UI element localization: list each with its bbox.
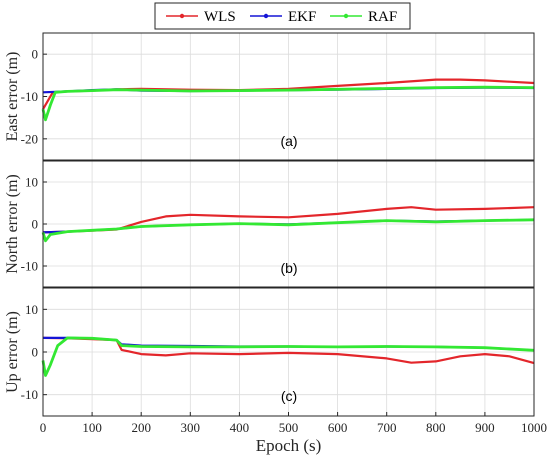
x-tick-label-7: 700 — [377, 420, 397, 435]
x-ticks: 0 100 200 300 400 500 600 700 800 900 1000 — [40, 412, 547, 435]
legend-label-wls: WLS — [204, 9, 236, 25]
x-tick-label-10: 1000 — [521, 420, 547, 435]
panel-c: 10 0 -10 Up error (m) (c) — [4, 287, 535, 417]
legend-label-raf: RAF — [368, 9, 397, 25]
y-tick-label-c-0: 10 — [25, 302, 38, 317]
y-tick-label-b-2: -10 — [21, 259, 38, 274]
y-ticks-b: 10 0 -10 — [21, 175, 47, 274]
panel-tag-b: (b) — [280, 260, 297, 276]
series-raf-b — [41, 218, 535, 243]
y-tick-label-c-1: 0 — [32, 345, 39, 360]
x-tick-label-3: 300 — [181, 420, 201, 435]
y-ticks-c: 10 0 -10 — [21, 302, 47, 402]
legend-marker-wls — [179, 13, 185, 19]
plot-a — [41, 78, 535, 122]
legend-marker-raf — [343, 13, 349, 19]
series-raf-a — [41, 85, 535, 122]
panel-tag-c: (c) — [281, 388, 297, 404]
x-tick-label-1: 100 — [82, 420, 102, 435]
x-axis-label: Epoch (s) — [256, 436, 322, 455]
y-tick-label-a-1: -10 — [21, 89, 38, 104]
panel-b: 10 0 -10 North error (m) (b) — [4, 160, 535, 288]
legend-label-ekf: EKF — [288, 9, 316, 25]
panel-tag-a: (a) — [280, 133, 297, 149]
plot-c — [41, 336, 535, 377]
y-tick-label-b-0: 10 — [25, 175, 38, 190]
x-tick-label-8: 800 — [426, 420, 446, 435]
y-tick-label-b-1: 0 — [32, 217, 39, 232]
y-tick-label-a-2: -20 — [21, 131, 38, 146]
x-tick-label-2: 200 — [131, 420, 151, 435]
x-tick-label-5: 500 — [279, 420, 299, 435]
panel-a: 0 -10 -20 East error (m) (a) — [4, 32, 535, 161]
legend-marker-ekf — [263, 13, 269, 19]
x-tick-label-9: 900 — [475, 420, 495, 435]
y-ticks-a: 0 -10 -20 — [21, 47, 47, 146]
y-tick-label-a-0: 0 — [32, 47, 39, 62]
legend: WLS EKF RAF — [154, 2, 411, 30]
grid-a — [43, 33, 534, 160]
y-axis-label-c: Up error (m) — [4, 311, 21, 393]
x-tick-label-0: 0 — [40, 420, 47, 435]
x-tick-label-4: 400 — [230, 420, 250, 435]
y-tick-label-c-2: -10 — [21, 387, 38, 402]
y-axis-label-a: East error (m) — [4, 52, 21, 142]
x-tick-label-6: 600 — [328, 420, 348, 435]
series-raf-c — [41, 336, 535, 377]
y-axis-label-b: North error (m) — [4, 174, 21, 274]
plot-b — [41, 206, 535, 243]
